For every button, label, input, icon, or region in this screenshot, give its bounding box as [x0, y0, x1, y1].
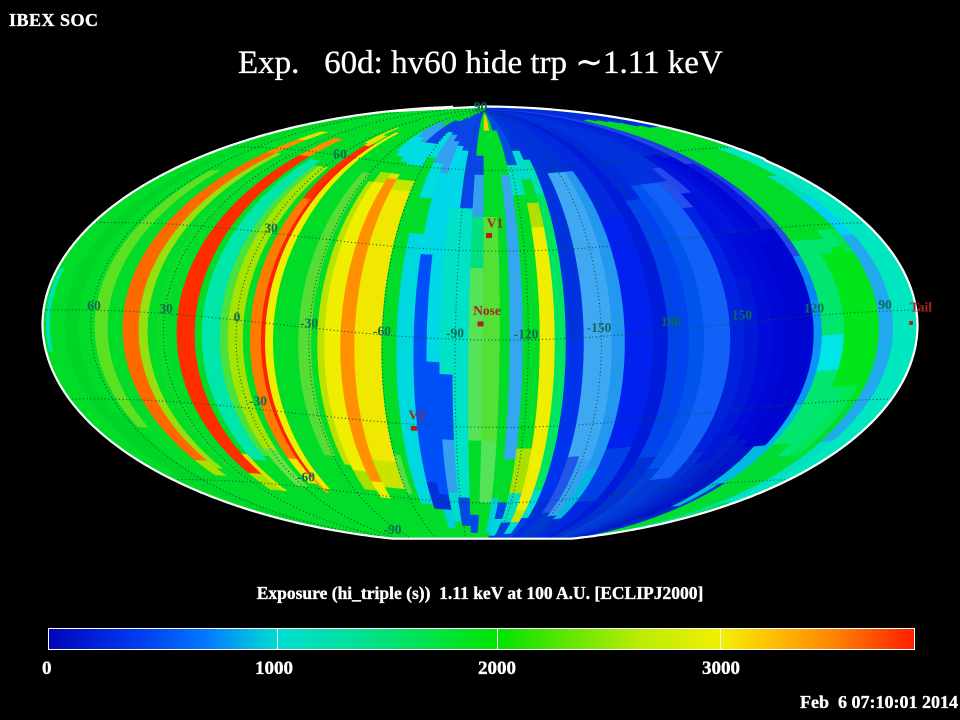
svg-text:-60: -60	[297, 470, 315, 485]
svg-text:60: 60	[87, 298, 101, 313]
svg-text:-90: -90	[384, 522, 402, 537]
svg-text:90: 90	[878, 297, 892, 312]
svg-text:120: 120	[804, 301, 825, 316]
svg-text:60: 60	[333, 147, 347, 162]
svg-text:0: 0	[234, 310, 241, 325]
svg-text:-60: -60	[373, 324, 391, 339]
svg-text:30: 30	[264, 221, 278, 236]
svg-text:Tail: Tail	[910, 300, 932, 315]
svg-text:-150: -150	[587, 320, 612, 335]
svg-text:150: 150	[732, 308, 753, 323]
svg-text:Nose: Nose	[473, 303, 501, 318]
svg-text:-120: -120	[514, 327, 539, 342]
svg-text:-90: -90	[446, 326, 464, 341]
svg-text:-30: -30	[300, 316, 318, 331]
svg-text:V2: V2	[408, 408, 425, 423]
svg-text:180: 180	[661, 314, 682, 329]
svg-text:-30: -30	[249, 394, 267, 409]
svg-text:V1: V1	[487, 216, 504, 231]
svg-text:30: 30	[159, 301, 173, 316]
svg-text:90: 90	[474, 99, 488, 114]
